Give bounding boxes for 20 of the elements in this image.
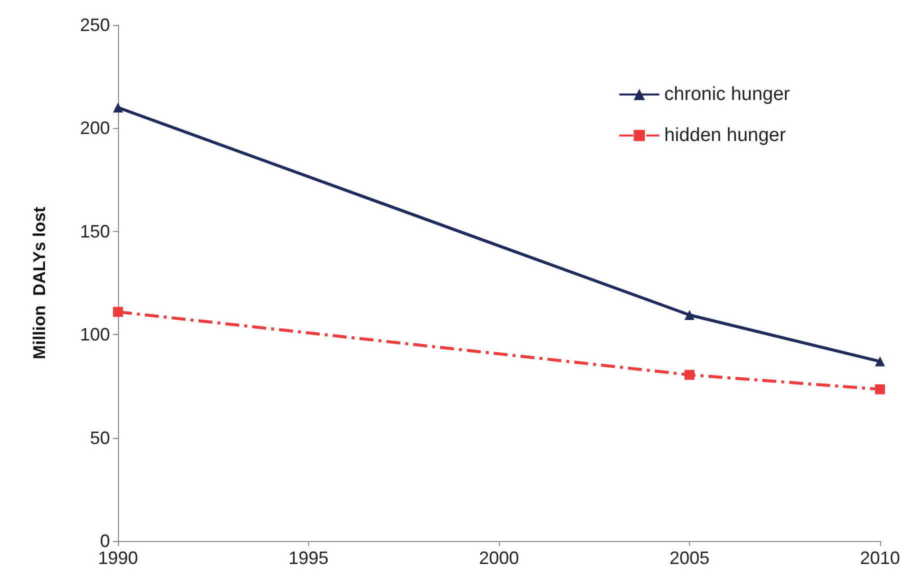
y-tick-label: 50 xyxy=(90,428,110,448)
y-tick-label: 0 xyxy=(100,531,110,551)
legend-label: hidden hunger xyxy=(664,125,786,146)
y-tick-label: 100 xyxy=(80,324,110,345)
point xyxy=(113,102,123,113)
point xyxy=(684,310,694,320)
x-tick-label: 1995 xyxy=(288,548,329,568)
y-axis-title: Million DALYs lost xyxy=(30,206,49,360)
point xyxy=(875,356,885,366)
x-tick-label: 2000 xyxy=(478,548,520,568)
x-tick-label: 2005 xyxy=(669,548,710,568)
point xyxy=(684,370,694,380)
y-tick-label: 150 xyxy=(80,221,110,242)
x-tick-label: 2010 xyxy=(860,548,900,568)
legend-label: chronic hunger xyxy=(664,84,791,105)
point xyxy=(875,384,885,394)
x-tick-label: 1990 xyxy=(98,548,138,568)
y-tick-label: 200 xyxy=(80,118,110,138)
point xyxy=(113,306,123,317)
y-tick-label: 250 xyxy=(80,15,110,35)
